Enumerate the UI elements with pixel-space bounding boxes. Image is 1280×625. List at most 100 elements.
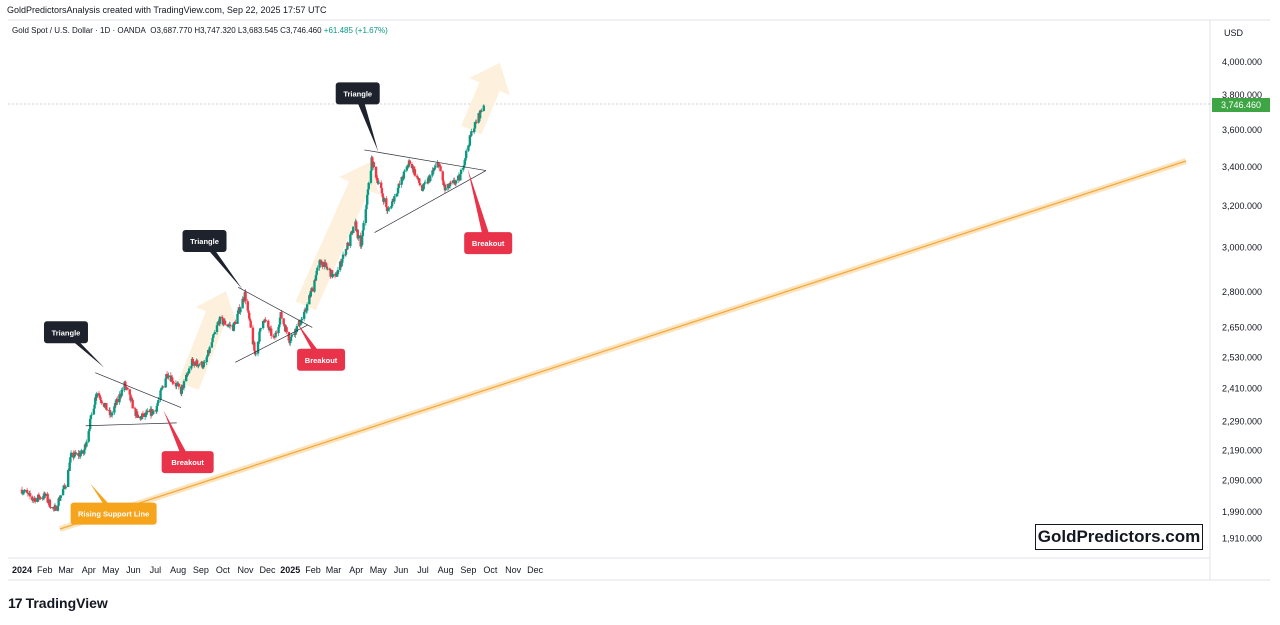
candle-body	[228, 324, 232, 327]
x-tick-label: May	[370, 565, 388, 575]
candle-body	[205, 357, 208, 363]
callout-text: Triangle	[343, 89, 372, 98]
candle-body	[463, 160, 466, 166]
candle-body	[201, 361, 204, 368]
candle-body	[155, 405, 159, 412]
candle-body	[454, 183, 457, 185]
candle-body	[407, 164, 410, 168]
candle-body	[37, 494, 41, 499]
candle-body	[223, 320, 227, 325]
x-tick-label: Dec	[527, 565, 544, 575]
candle-body	[256, 341, 260, 354]
candle-body	[267, 320, 270, 328]
triangle-line	[238, 287, 313, 328]
candle-body	[193, 362, 196, 366]
candle-body	[124, 386, 128, 388]
callout-pointer	[353, 93, 379, 152]
candle-body	[93, 404, 96, 409]
symbol-legend: Gold Spot / U.S. Dollar · 1D · OANDA O3,…	[12, 26, 388, 35]
candle-body	[397, 183, 400, 188]
candle-body	[268, 328, 271, 331]
candle-body	[280, 312, 283, 319]
candle-body	[234, 321, 237, 324]
candle-body	[270, 328, 273, 336]
candle-body	[28, 493, 32, 497]
y-tick-label: 2,410.000	[1222, 384, 1262, 394]
candle-body	[380, 188, 384, 194]
callout-box	[464, 232, 513, 255]
candle-body	[433, 167, 436, 170]
triangle-drawings	[85, 149, 487, 427]
candle-body	[308, 295, 311, 305]
candle-body	[75, 453, 78, 455]
candle-body	[459, 173, 462, 181]
candle-body	[244, 292, 247, 302]
candle-body	[432, 169, 436, 171]
candle-body	[141, 413, 145, 417]
candle-body	[314, 275, 318, 281]
candle-body	[454, 180, 458, 184]
candle-body	[95, 393, 98, 398]
candle-body	[72, 452, 75, 458]
candle-body	[344, 254, 347, 256]
candle-body	[184, 374, 188, 382]
callout-text: Breakout	[472, 239, 505, 248]
candle-body	[289, 340, 292, 344]
candle-body	[172, 382, 175, 384]
candle-body	[422, 183, 425, 190]
candle-body	[352, 226, 355, 233]
candle-body	[349, 234, 352, 247]
candle-body	[447, 183, 450, 188]
candle-body	[299, 323, 302, 326]
candle-body	[318, 260, 321, 268]
candle-body	[283, 324, 286, 327]
candle-body	[210, 342, 214, 348]
candle-body	[448, 186, 451, 188]
candle-body	[130, 398, 134, 401]
candle-body	[202, 362, 205, 367]
callout-box	[70, 502, 157, 525]
candle-body	[254, 353, 258, 355]
candle-body	[90, 414, 93, 416]
candle-body	[349, 233, 353, 235]
candle-body	[289, 336, 293, 341]
candle-body	[59, 495, 63, 498]
chart-credit: GoldPredictorsAnalysis created with Trad…	[7, 5, 327, 15]
candle-body	[58, 497, 62, 501]
candle-body	[309, 291, 313, 297]
candle-body	[278, 317, 282, 325]
candle-body	[390, 201, 394, 207]
candle-body	[44, 493, 47, 496]
candle-body	[135, 411, 139, 415]
candle-body	[253, 342, 256, 351]
candle-body	[444, 188, 447, 191]
candle-body	[68, 462, 71, 471]
candle-body	[278, 324, 281, 328]
x-tick-label: Dec	[260, 565, 277, 575]
candle-body	[295, 326, 299, 332]
candle-body	[366, 189, 370, 195]
candle-body	[346, 242, 350, 247]
candle-body	[467, 145, 471, 147]
rising-support-line	[59, 160, 1187, 530]
candle-body	[379, 182, 383, 189]
candle-body	[57, 498, 60, 506]
candle-body	[62, 485, 65, 490]
candle-body	[31, 500, 35, 501]
callout-box	[43, 321, 88, 344]
candle-body	[437, 162, 440, 167]
candle-body	[73, 452, 76, 457]
candle-body	[152, 410, 155, 415]
candle-body	[246, 301, 249, 311]
candle-body	[22, 492, 25, 494]
candle-body	[261, 320, 265, 329]
candle-body	[160, 389, 163, 391]
x-tick-label: 2024	[12, 565, 32, 575]
x-tick-label: Feb	[305, 565, 321, 575]
candle-body	[32, 499, 35, 501]
candle-body	[401, 178, 405, 180]
candle-body	[80, 450, 83, 454]
candle-body	[396, 193, 399, 195]
y-tick-label: 2,090.000	[1222, 475, 1262, 485]
